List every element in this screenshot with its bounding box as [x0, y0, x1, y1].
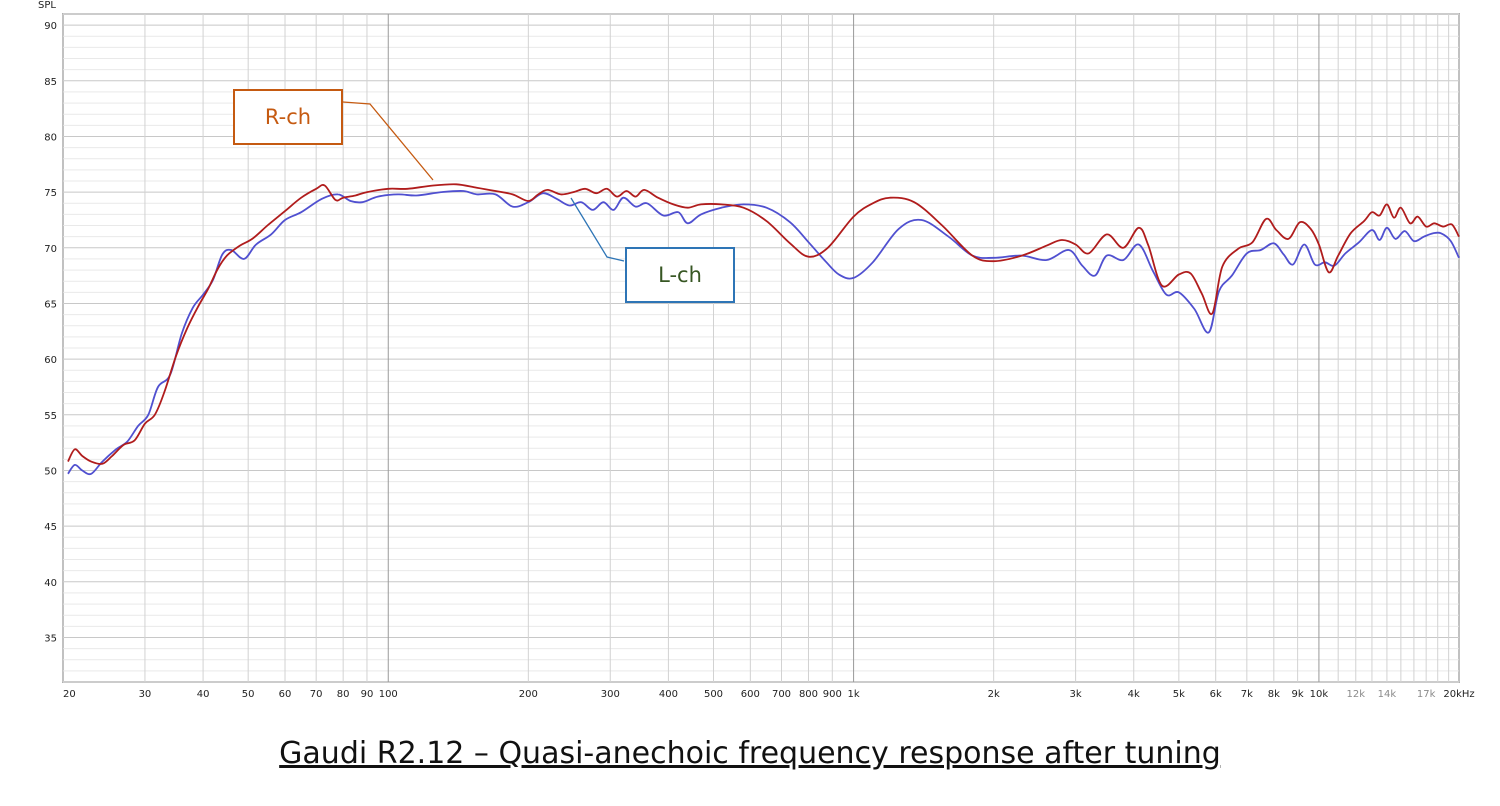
x-tick-label: 500 — [704, 689, 723, 700]
x-tick-label: 80 — [337, 689, 350, 700]
x-tick-label: 30 — [139, 689, 152, 700]
y-tick-label: 45 — [44, 522, 57, 533]
x-tick-label: 400 — [659, 689, 678, 700]
y-tick-label: 35 — [44, 633, 57, 644]
x-tick-label: 600 — [741, 689, 760, 700]
y-tick-label: 40 — [44, 578, 57, 589]
x-tick-label: 20kHz — [1443, 689, 1474, 700]
x-tick-label: 40 — [197, 689, 210, 700]
y-tick-label: 70 — [44, 244, 57, 255]
y-tick-label: 80 — [44, 132, 57, 143]
y-tick-label: 85 — [44, 77, 57, 88]
r-ch-line — [67, 183, 1460, 465]
x-tick-label: 300 — [601, 689, 620, 700]
x-tick-label: 3k — [1070, 689, 1082, 700]
y-tick-label: 90 — [44, 21, 57, 32]
r-ch-label-box: R-ch — [233, 89, 343, 145]
x-tick-label: 17k — [1417, 689, 1436, 700]
l-ch-label-box: L-ch — [625, 247, 735, 303]
y-tick-label: 55 — [44, 411, 57, 422]
x-tick-label: 70 — [310, 689, 323, 700]
x-tick-label: 20 — [63, 689, 76, 700]
y-tick-label: 75 — [44, 188, 57, 199]
x-tick-label: 50 — [242, 689, 255, 700]
x-tick-label: 1k — [848, 689, 860, 700]
y-tick-label: 50 — [44, 466, 57, 477]
x-tick-label: 700 — [772, 689, 791, 700]
x-tick-label: 2k — [988, 689, 1000, 700]
x-tick-label: 7k — [1241, 689, 1253, 700]
l-ch-label: L-ch — [658, 263, 702, 287]
x-axis-ticks: 20 30 40 50 60 70 80 90 100 200 300 400 500 600 700 800… — [63, 689, 1475, 700]
x-tick-label: 8k — [1268, 689, 1280, 700]
x-tick-label: 60 — [279, 689, 292, 700]
x-tick-label: 4k — [1128, 689, 1140, 700]
x-tick-label: 14k — [1378, 689, 1397, 700]
r-ch-label: R-ch — [264, 105, 312, 129]
y-axis-ticks: 35 40 45 50 55 60 65 70 75 80 85 90 — [44, 21, 57, 644]
y-axis-label: SPL — [38, 0, 56, 11]
x-tick-label: 12k — [1347, 689, 1366, 700]
x-tick-label: 800 — [799, 689, 818, 700]
annotation-leaders — [342, 101, 625, 262]
x-tick-label: 100 — [379, 689, 398, 700]
x-tick-label: 6k — [1210, 689, 1222, 700]
x-tick-label: 9k — [1292, 689, 1304, 700]
x-tick-label: 900 — [823, 689, 842, 700]
series-lines — [67, 183, 1460, 476]
x-tick-label: 200 — [519, 689, 538, 700]
r-ch-leader-line — [342, 101, 434, 181]
y-tick-label: 60 — [44, 355, 57, 366]
y-tick-label: 65 — [44, 299, 57, 310]
x-tick-label: 10k — [1310, 689, 1329, 700]
x-tick-label: 5k — [1173, 689, 1185, 700]
grid — [62, 13, 1460, 683]
x-tick-label: 90 — [361, 689, 374, 700]
l-ch-leader-line — [570, 197, 625, 262]
chart-caption: Gaudi R2.12 – Quasi-anechoic frequency r… — [279, 736, 1221, 771]
